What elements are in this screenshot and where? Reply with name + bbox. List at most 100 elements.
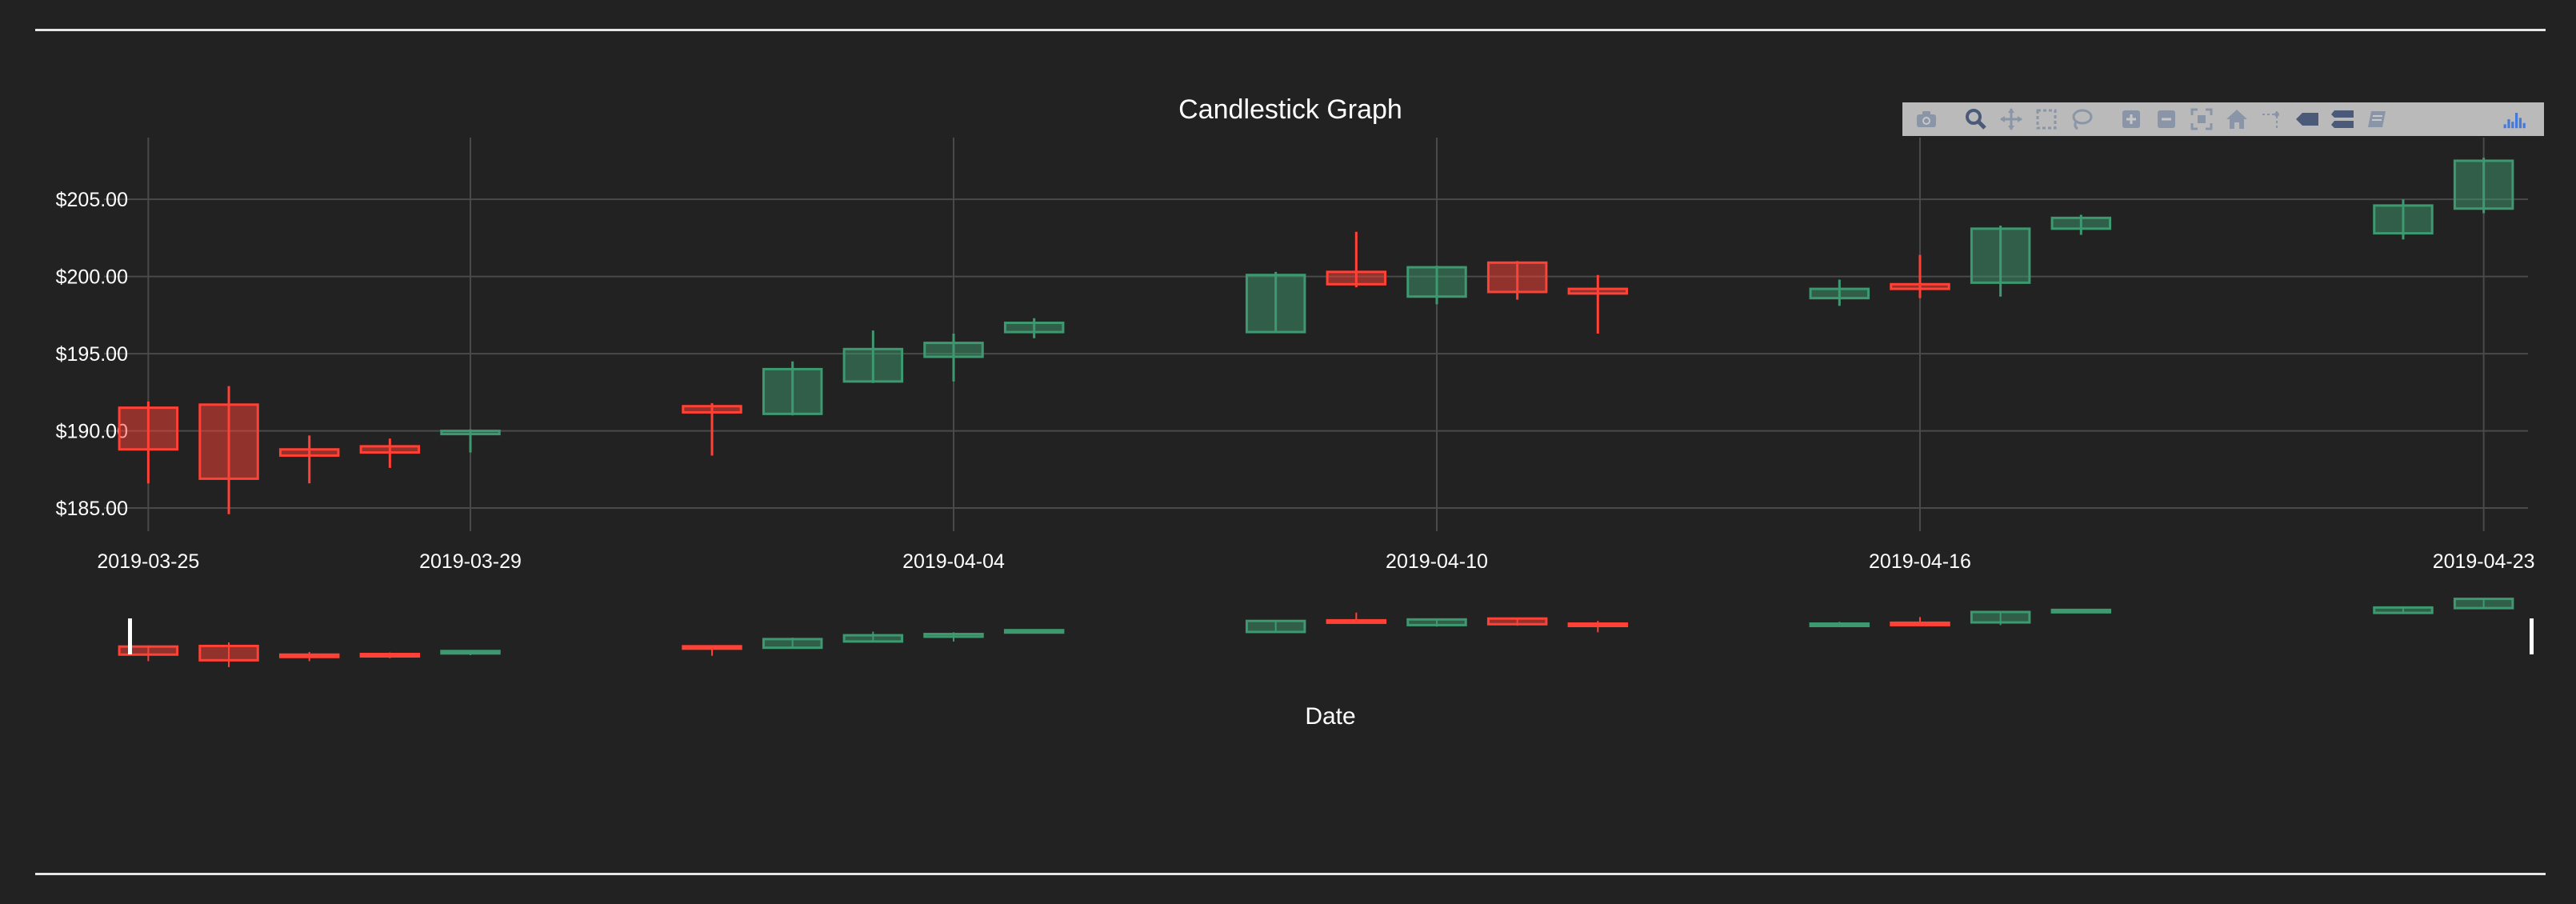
candle-body <box>1003 322 1065 334</box>
camera-icon[interactable] <box>1909 102 1944 136</box>
candle-body <box>1809 287 1870 300</box>
candle[interactable] <box>1809 279 1870 306</box>
slider-candle <box>278 651 340 662</box>
slider-candle <box>1809 622 1870 628</box>
slider-candle <box>1245 619 1306 634</box>
candle-body <box>1486 261 1548 294</box>
candle-body <box>842 347 904 383</box>
y-tick-label: $195.00 <box>56 343 128 366</box>
plotly-logo-icon[interactable] <box>2494 102 2536 136</box>
slider-candle <box>2050 608 2112 614</box>
y-axis-ticks: $185.00 $190.00 $195.00 $200.00 $205.00 <box>56 189 128 520</box>
candle-body <box>2373 204 2434 235</box>
candle[interactable] <box>1003 318 1065 338</box>
x-tick-label: 2019-04-23 <box>2433 550 2535 573</box>
lasso-select-icon[interactable] <box>2064 102 2099 136</box>
candle[interactable] <box>1486 261 1548 300</box>
y-tick-label: $205.00 <box>56 189 128 211</box>
x-tick-label: 2019-03-29 <box>419 550 522 573</box>
slider-candle <box>842 631 904 643</box>
y-tick-label: $185.00 <box>56 498 128 520</box>
pan-icon[interactable] <box>1994 102 2029 136</box>
candle[interactable] <box>1406 266 1467 305</box>
candle-body <box>923 342 984 358</box>
candle[interactable] <box>1567 274 1629 334</box>
candle[interactable] <box>440 429 501 453</box>
candle-body <box>682 405 742 414</box>
candle-body <box>118 406 179 451</box>
slider-candle <box>1567 621 1629 633</box>
zoom-icon[interactable] <box>1958 102 1994 136</box>
y-tick-label: $200.00 <box>56 266 128 289</box>
range-slider-left-handle[interactable] <box>128 618 132 654</box>
slider-candle <box>762 638 823 650</box>
x-tick-label: 2019-04-16 <box>1869 550 1971 573</box>
candle[interactable] <box>2373 199 2434 240</box>
candle-body <box>2453 159 2514 210</box>
slider-candle <box>2373 606 2434 614</box>
slider-candle <box>359 652 421 658</box>
candle-body <box>440 430 501 436</box>
box-select-icon[interactable] <box>2029 102 2064 136</box>
slider-candle <box>682 645 742 656</box>
x-axis-label: Date <box>1305 703 1355 730</box>
grid-lines <box>104 138 2528 531</box>
x-tick-label: 2019-04-04 <box>902 550 1005 573</box>
candle-body <box>2050 216 2112 230</box>
candle-body <box>278 448 340 457</box>
y-tick-label: $190.00 <box>56 421 128 443</box>
autoscale-icon[interactable] <box>2184 102 2219 136</box>
candle-body <box>198 403 259 480</box>
candle-body <box>359 445 421 454</box>
slider-candle <box>1486 617 1548 626</box>
slider-candle <box>198 642 259 667</box>
x-tick-label: 2019-03-25 <box>97 550 199 573</box>
candle[interactable] <box>2453 158 2514 214</box>
range-slider[interactable] <box>118 598 2534 667</box>
slider-candle <box>923 632 984 642</box>
candle[interactable] <box>1970 225 2031 297</box>
candles[interactable] <box>118 158 2514 514</box>
slider-candle <box>1003 629 1065 634</box>
spike-lines-icon[interactable] <box>2254 102 2290 136</box>
candle[interactable] <box>1326 231 1387 288</box>
candle[interactable] <box>842 330 904 383</box>
candle-body <box>1406 266 1467 298</box>
candle[interactable] <box>198 386 259 514</box>
candle-body <box>1567 287 1629 295</box>
candle-body <box>1245 274 1306 334</box>
edit-chart-icon[interactable] <box>2360 102 2395 136</box>
slider-candle <box>118 645 179 662</box>
slider-candle <box>1326 612 1387 624</box>
candle[interactable] <box>359 438 421 468</box>
candle[interactable] <box>1890 254 1950 298</box>
hover-compare-icon[interactable] <box>2325 102 2360 136</box>
slider-candle <box>2453 598 2514 610</box>
candle[interactable] <box>278 435 340 484</box>
slider-candle <box>440 650 501 655</box>
candle-body <box>1970 227 2031 284</box>
slider-candle <box>1970 610 2031 626</box>
chart-title: Candlestick Graph <box>1178 94 1402 125</box>
candle[interactable] <box>2050 214 2112 235</box>
x-axis-ticks: 2019-03-25 2019-03-29 2019-04-04 2019-04-10… <box>97 550 2534 573</box>
top-divider <box>35 29 2546 31</box>
slider-candle <box>1890 617 1950 626</box>
range-slider-right-handle[interactable] <box>2530 618 2534 654</box>
x-tick-label: 2019-04-10 <box>1386 550 1488 573</box>
zoom-in-icon[interactable] <box>2114 102 2149 136</box>
candle[interactable] <box>682 402 742 456</box>
candle-body <box>762 367 823 415</box>
zoom-out-icon[interactable] <box>2149 102 2184 136</box>
bottom-divider <box>35 873 2546 875</box>
slider-candle <box>1406 618 1467 627</box>
candle-body <box>1326 270 1387 286</box>
candle[interactable] <box>1245 271 1306 334</box>
modebar <box>1902 102 2544 136</box>
candle[interactable] <box>762 361 823 416</box>
candle[interactable] <box>118 401 179 484</box>
hover-closest-icon[interactable] <box>2290 102 2325 136</box>
candle[interactable] <box>923 334 984 382</box>
reset-axes-icon[interactable] <box>2219 102 2254 136</box>
